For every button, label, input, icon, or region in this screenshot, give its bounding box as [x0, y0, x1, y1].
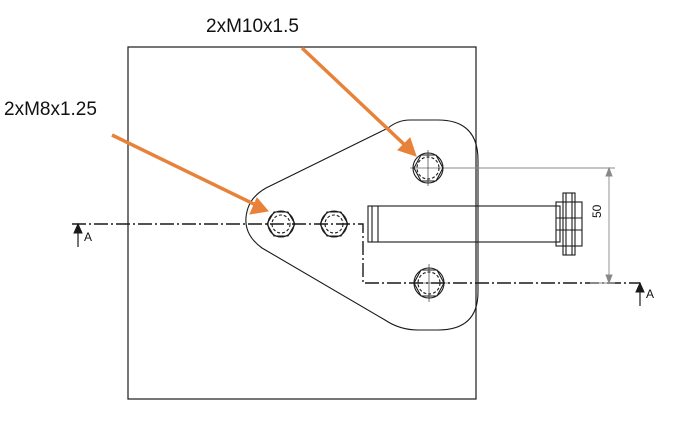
section-line-a-a	[72, 223, 640, 284]
spindle-assembly	[555, 192, 583, 256]
section-arrow-left	[73, 222, 83, 247]
section-label-right: A	[646, 287, 655, 301]
callout-m8-label: 2xM8x1.25	[4, 99, 97, 120]
base-plate	[127, 46, 477, 400]
leader-m8	[111, 133, 269, 215]
leader-m10	[300, 46, 417, 157]
section-label-left: A	[84, 230, 93, 244]
callout-m10-label: 2xM10x1.5	[206, 16, 299, 37]
clamp-arm	[367, 205, 561, 243]
dimension-50-label: 50	[590, 204, 604, 218]
dimension-50	[446, 166, 615, 285]
section-arrow-right	[635, 281, 645, 306]
bracket-plate	[245, 119, 479, 331]
bolt-m10-top	[410, 150, 446, 186]
